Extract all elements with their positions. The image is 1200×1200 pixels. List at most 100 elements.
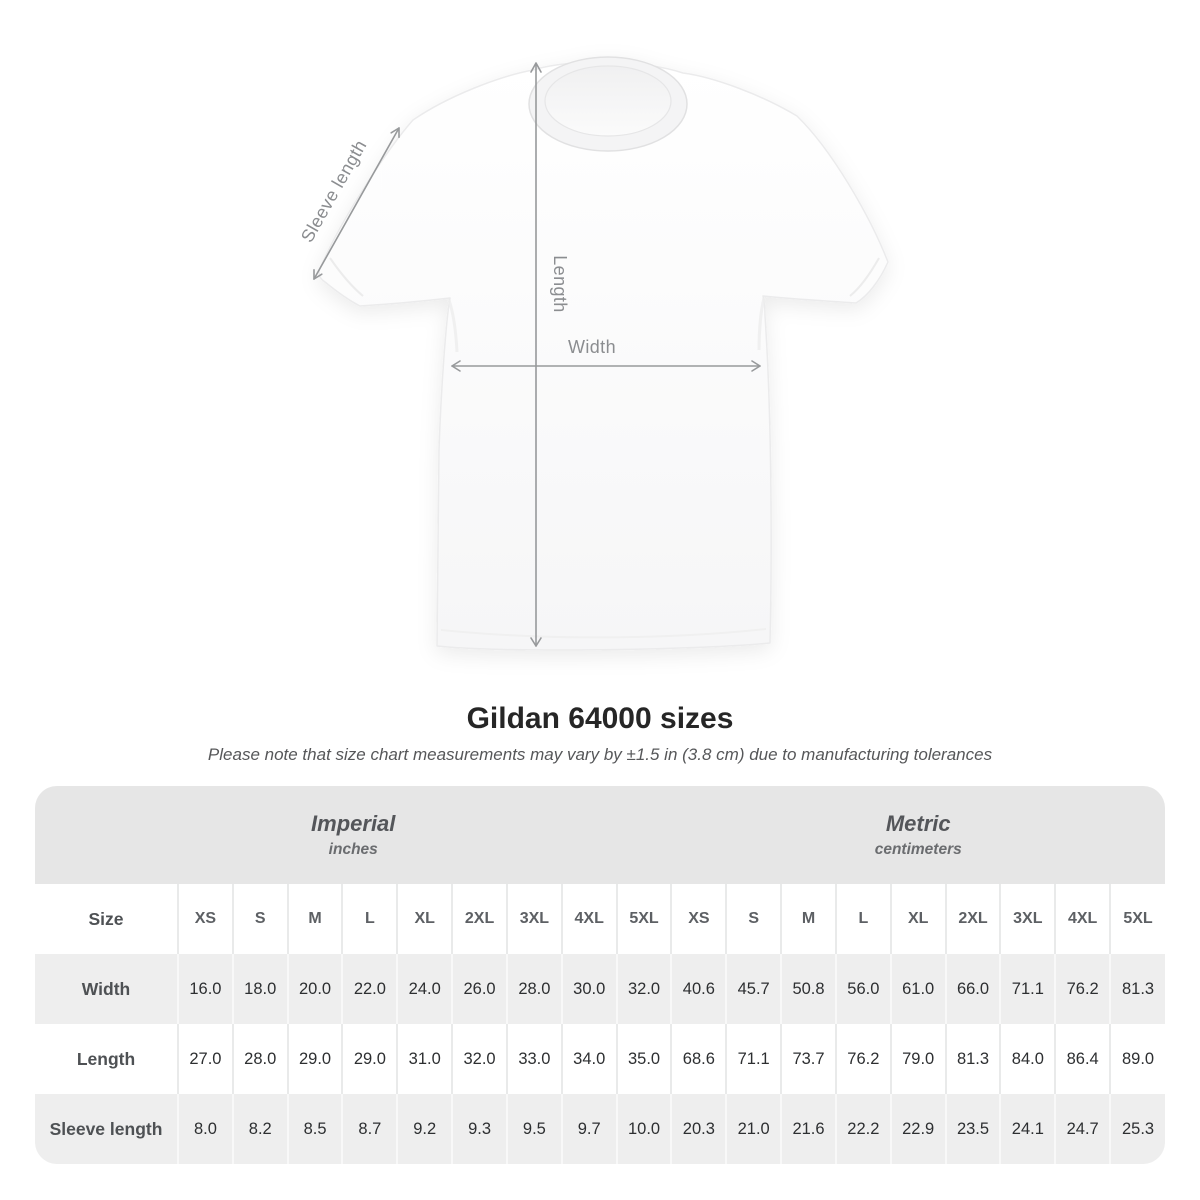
- right-cuff-seam: [849, 257, 880, 297]
- unit-header-metric: Metric centimeters: [671, 786, 1165, 884]
- sleeve-imperial-cell: 8.2: [231, 1094, 288, 1164]
- length-metric-cell: 73.7: [780, 1024, 836, 1094]
- width-imperial-cell: 18.0: [231, 954, 288, 1024]
- width-metric-cell: 61.0: [889, 954, 946, 1024]
- sleeve-imperial-cell: 10.0: [615, 1094, 672, 1164]
- row-label: Length: [35, 1024, 178, 1094]
- tshirt-measurement-diagram: Sleeve length Length Width: [297, 56, 889, 651]
- sleeve-metric-cell: 21.6: [780, 1094, 836, 1164]
- metric-sublabel: centimeters: [874, 840, 962, 858]
- width-metric-cell: 50.8: [780, 954, 836, 1024]
- length-metric-cell: 89.0: [1109, 1024, 1165, 1094]
- width-imperial-cell: 16.0: [177, 954, 233, 1024]
- sleeve-imperial-cell: 8.5: [286, 1094, 343, 1164]
- width-imperial-cell: 20.0: [286, 954, 343, 1024]
- width-imperial-cell: 30.0: [560, 954, 617, 1024]
- length-metric-cell: 68.6: [670, 1024, 727, 1094]
- sleeve-metric-cell: 20.3: [670, 1094, 727, 1164]
- size-col: L: [341, 884, 398, 954]
- page-subtitle: Please note that size chart measurements…: [207, 745, 993, 764]
- imperial-sublabel: inches: [328, 840, 378, 858]
- size-col: 5XL: [1109, 884, 1165, 954]
- length-imperial-cell: 35.0: [615, 1024, 672, 1094]
- metric-label: Metric: [885, 810, 951, 836]
- width-label: Width: [568, 337, 616, 357]
- length-metric-cell: 84.0: [999, 1024, 1056, 1094]
- length-imperial-cell: 27.0: [177, 1024, 233, 1094]
- left-cuff-seam: [329, 257, 364, 297]
- length-metric-cell: 71.1: [725, 1024, 782, 1094]
- page-title: Gildan 64000 sizes: [466, 702, 734, 735]
- width-metric-cell: 66.0: [944, 954, 1001, 1024]
- size-col: 5XL: [615, 884, 672, 954]
- row-label: Sleeve length: [35, 1094, 178, 1164]
- hem-stitch: [440, 628, 767, 639]
- sleeve-length-arrow: [313, 127, 400, 280]
- sleeve-metric-cell: 24.1: [999, 1094, 1056, 1164]
- size-col: XL: [396, 884, 453, 954]
- length-row: Length 27.0 28.0 29.0 29.0 31.0 32.0 33.…: [35, 1024, 1165, 1094]
- width-arrow: [451, 360, 761, 372]
- sleeve-metric-cell: 24.7: [1054, 1094, 1111, 1164]
- sleeve-imperial-cell: 9.2: [396, 1094, 453, 1164]
- size-col: L: [834, 884, 891, 954]
- width-metric-cell: 81.3: [1109, 954, 1165, 1024]
- sleeve-metric-cell: 22.9: [889, 1094, 946, 1164]
- size-table: Imperial inches Metric centimeters Size …: [35, 786, 1165, 1164]
- size-col: 3XL: [505, 884, 562, 954]
- width-metric-cell: 45.7: [725, 954, 782, 1024]
- width-imperial-cell: 24.0: [396, 954, 453, 1024]
- width-metric-cell: 56.0: [834, 954, 891, 1024]
- size-col: 3XL: [999, 884, 1056, 954]
- size-col: 4XL: [560, 884, 617, 954]
- sleeve-imperial-cell: 9.5: [505, 1094, 562, 1164]
- length-imperial-cell: 31.0: [396, 1024, 453, 1094]
- sleeve-metric-cell: 23.5: [944, 1094, 1001, 1164]
- sleeve-metric-cell: 25.3: [1109, 1094, 1165, 1164]
- length-metric-cell: 79.0: [889, 1024, 946, 1094]
- length-imperial-cell: 34.0: [560, 1024, 617, 1094]
- width-metric-cell: 76.2: [1054, 954, 1111, 1024]
- width-imperial-cell: 26.0: [451, 954, 507, 1024]
- sleeve-imperial-cell: 8.0: [177, 1094, 233, 1164]
- width-imperial-cell: 22.0: [341, 954, 398, 1024]
- size-col: M: [780, 884, 836, 954]
- width-metric-cell: 40.6: [670, 954, 727, 1024]
- length-metric-cell: 76.2: [834, 1024, 891, 1094]
- size-col: 2XL: [944, 884, 1001, 954]
- length-imperial-cell: 29.0: [286, 1024, 343, 1094]
- sleeve-metric-cell: 22.2: [834, 1094, 891, 1164]
- length-imperial-cell: 29.0: [341, 1024, 398, 1094]
- size-col: XL: [889, 884, 946, 954]
- size-table-card: Imperial inches Metric centimeters Size …: [35, 786, 1165, 1164]
- size-col: S: [231, 884, 288, 954]
- sleeve-imperial-cell: 9.3: [451, 1094, 507, 1164]
- size-col: S: [725, 884, 782, 954]
- tshirt-illustration: [318, 56, 889, 651]
- length-label: Length: [550, 255, 570, 312]
- length-metric-cell: 81.3: [944, 1024, 1001, 1094]
- size-col: XS: [670, 884, 727, 954]
- length-imperial-cell: 33.0: [505, 1024, 562, 1094]
- length-imperial-cell: 32.0: [451, 1024, 507, 1094]
- tshirt-diagram-svg: Sleeve length Length Width: [297, 56, 889, 651]
- size-header-cell: Size: [35, 884, 178, 954]
- length-imperial-cell: 28.0: [231, 1024, 288, 1094]
- width-metric-cell: 71.1: [999, 954, 1056, 1024]
- length-metric-cell: 86.4: [1054, 1024, 1111, 1094]
- unit-header-imperial: Imperial inches: [35, 786, 672, 884]
- sleeve-imperial-cell: 8.7: [341, 1094, 398, 1164]
- size-col: M: [286, 884, 343, 954]
- size-col: XS: [177, 884, 233, 954]
- sleeve-metric-cell: 21.0: [725, 1094, 782, 1164]
- sleeve-length-row: Sleeve length 8.0 8.2 8.5 8.7 9.2 9.3 9.…: [35, 1094, 1165, 1164]
- width-imperial-cell: 28.0: [505, 954, 562, 1024]
- imperial-label: Imperial: [311, 810, 396, 836]
- size-header-row: Size XS S M L XL 2XL 3XL 4XL 5XL XS S M …: [35, 884, 1165, 954]
- sleeve-imperial-cell: 9.7: [560, 1094, 617, 1164]
- right-armpit-crease: [757, 297, 766, 351]
- unit-header-row: Imperial inches Metric centimeters: [35, 786, 1165, 884]
- size-col: 2XL: [451, 884, 507, 954]
- left-armpit-crease: [447, 299, 459, 353]
- width-imperial-cell: 32.0: [615, 954, 672, 1024]
